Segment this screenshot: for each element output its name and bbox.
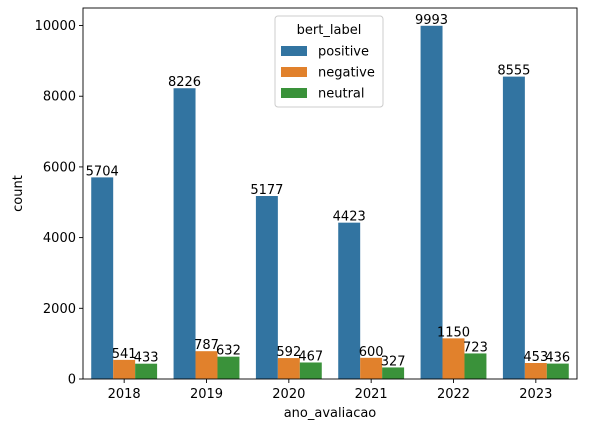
bar-positive-2018 (91, 177, 113, 379)
legend-title: bert_label (297, 23, 362, 38)
bar-positive-2023 (503, 77, 525, 379)
bar-negative-2021 (360, 358, 382, 379)
x-tick-label: 2022 (437, 387, 470, 402)
bar-positive-2021 (338, 223, 360, 379)
bar-negative-2023 (525, 363, 547, 379)
data-label-positive-2020: 5177 (250, 183, 283, 198)
data-label-positive-2018: 5704 (86, 164, 119, 179)
legend-label-positive: positive (318, 45, 369, 60)
y-tick-label: 8000 (43, 90, 76, 105)
x-axis-label: ano_avaliacao (284, 406, 377, 421)
data-label-neutral-2019: 632 (216, 344, 241, 359)
data-label-neutral-2020: 467 (298, 349, 323, 364)
legend-label-neutral: neutral (318, 87, 365, 102)
data-label-neutral-2022: 723 (463, 340, 488, 355)
y-tick-label: 10000 (35, 19, 76, 34)
data-label-positive-2021: 4423 (333, 210, 366, 225)
legend-swatch-negative (281, 67, 307, 77)
data-label-neutral-2023: 436 (545, 351, 570, 366)
bar-neutral-2019 (217, 357, 239, 379)
y-tick-label: 6000 (43, 160, 76, 175)
bar-positive-2019 (174, 88, 196, 379)
bar-negative-2020 (278, 358, 300, 379)
y-axis-label: count (11, 175, 26, 212)
legend-swatch-neutral (281, 88, 307, 98)
legend-label-negative: negative (318, 66, 375, 81)
legend-swatch-positive (281, 46, 307, 56)
x-tick-label: 2019 (190, 387, 223, 402)
data-label-neutral-2018: 433 (134, 351, 159, 366)
x-tick-label: 2021 (355, 387, 388, 402)
bar-positive-2020 (256, 196, 278, 379)
bar-neutral-2018 (135, 364, 157, 379)
legend: bert_label positive negative neutral (275, 16, 383, 107)
bar-neutral-2022 (464, 353, 486, 379)
bar-negative-2019 (196, 351, 218, 379)
x-tick-label: 2018 (108, 387, 141, 402)
data-label-positive-2019: 8226 (168, 75, 201, 90)
data-label-positive-2023: 8555 (497, 64, 530, 79)
y-tick-label: 0 (68, 373, 76, 388)
bar-negative-2018 (113, 360, 135, 379)
data-label-positive-2022: 9993 (415, 13, 448, 28)
x-tick-label: 2020 (272, 387, 305, 402)
bar-neutral-2023 (547, 364, 569, 379)
data-label-neutral-2021: 327 (381, 354, 406, 369)
bar-negative-2022 (443, 338, 465, 379)
x-tick-label: 2023 (519, 387, 552, 402)
bar-neutral-2020 (300, 362, 322, 379)
y-tick-label: 4000 (43, 231, 76, 246)
data-label-negative-2022: 1150 (437, 325, 470, 340)
y-tick-label: 2000 (43, 302, 76, 317)
